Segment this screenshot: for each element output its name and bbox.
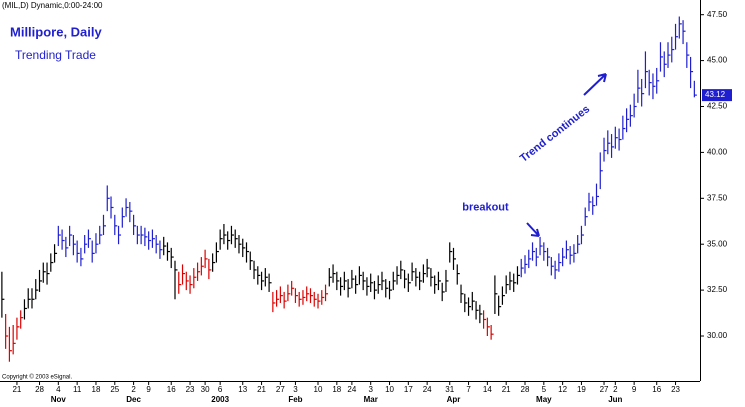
y-tick-label: 32.50	[707, 285, 728, 294]
x-tick-label: 21	[12, 385, 21, 394]
annotation: breakout	[462, 201, 509, 213]
y-tick-label: 30.00	[707, 331, 728, 340]
y-tick-label: 45.00	[707, 56, 728, 65]
x-tick-label: 18	[92, 385, 101, 394]
x-tick-label: 18	[332, 385, 341, 394]
x-tick-label: 10	[314, 385, 323, 394]
x-tick-label: 3	[293, 385, 298, 394]
x-tick-label: 11	[73, 385, 82, 394]
copyright: Copyright © 2003 eSignal.	[2, 374, 72, 381]
month-label: Nov	[51, 395, 67, 404]
x-tick-label: 30	[201, 385, 210, 394]
chart-title: Millipore, Daily	[10, 24, 103, 39]
x-tick-label: 27	[600, 385, 609, 394]
last-price-label: 43.12	[705, 90, 726, 99]
x-tick-label: 2	[131, 385, 136, 394]
y-tick-label: 35.00	[707, 239, 728, 248]
x-tick-label: 16	[167, 385, 176, 394]
x-tick-label: 25	[110, 385, 119, 394]
x-tick-label: 6	[218, 385, 223, 394]
x-tick-label: 13	[238, 385, 247, 394]
x-tick-label: 10	[385, 385, 394, 394]
x-tick-label: 4	[56, 385, 61, 394]
x-tick-label: 14	[483, 385, 492, 394]
month-label: 2003	[211, 395, 229, 404]
x-tick-label: 16	[652, 385, 661, 394]
month-label: Dec	[126, 395, 141, 404]
x-tick-label: 2	[613, 385, 618, 394]
x-tick-label: 23	[186, 385, 195, 394]
trend-arrow	[583, 73, 607, 96]
x-tick-label: 31	[445, 385, 454, 394]
x-tick-label: 17	[404, 385, 413, 394]
x-tick-label: 24	[423, 385, 432, 394]
x-tick-label: 3	[368, 385, 373, 394]
month-label: Mar	[364, 395, 378, 404]
y-tick-label: 42.50	[707, 102, 728, 111]
x-tick-label: 28	[521, 385, 530, 394]
x-tick-label: 28	[35, 385, 44, 394]
x-tick-label: 24	[347, 385, 356, 394]
x-tick-label: 27	[276, 385, 285, 394]
last-price-box	[702, 89, 732, 102]
x-tick-label: 23	[671, 385, 680, 394]
month-label: Apr	[447, 395, 461, 404]
month-label: May	[536, 395, 552, 404]
y-tick-label: 40.00	[707, 148, 728, 157]
month-label: Feb	[288, 395, 302, 404]
chart-subtitle: Trending Trade	[15, 48, 96, 62]
x-tick-label: 21	[502, 385, 511, 394]
header: (MIL,D) Dynamic,0:00-24:00	[2, 1, 103, 10]
x-tick-label: 9	[146, 385, 151, 394]
x-tick-label: 21	[257, 385, 266, 394]
x-tick-label: 5	[542, 385, 547, 394]
y-tick-label: 37.50	[707, 193, 728, 202]
breakout-arrow	[526, 222, 540, 237]
month-label: Jun	[608, 395, 622, 404]
x-tick-label: 19	[577, 385, 586, 394]
x-tick-label: 7	[466, 385, 471, 394]
y-tick-label: 47.50	[707, 10, 728, 19]
x-tick-label: 12	[558, 385, 567, 394]
x-tick-label: 9	[632, 385, 637, 394]
